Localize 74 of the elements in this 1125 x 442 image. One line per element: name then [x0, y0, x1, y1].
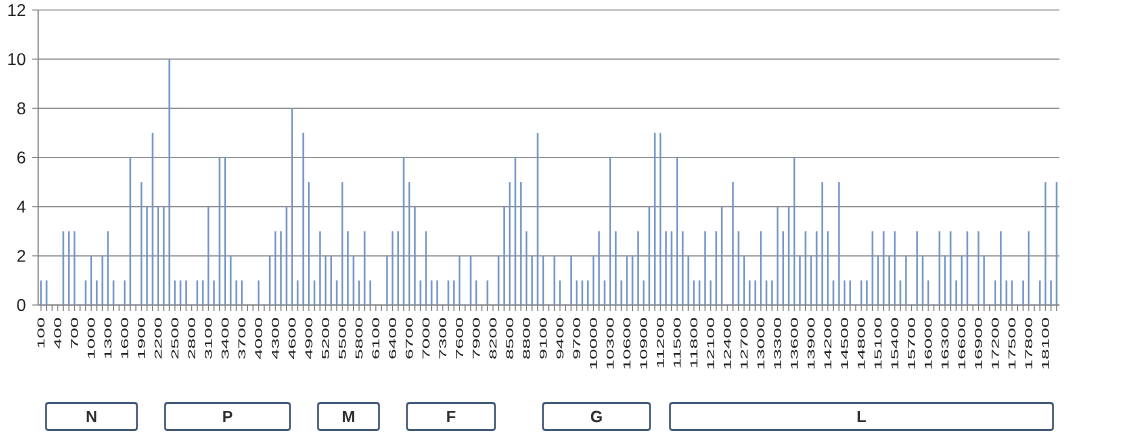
x-tick-label: 1000: [87, 317, 95, 359]
x-tick-label: 7000: [422, 317, 430, 359]
y-tick-label: 4: [16, 200, 26, 213]
text: P: [223, 410, 233, 422]
x-tick-label: 3400: [221, 317, 229, 359]
x-tick-label: 8800: [522, 317, 531, 359]
x-tick-label: 2500: [171, 317, 179, 359]
x-tick-label: 17500: [1008, 317, 1016, 369]
x-tick-label: 12100: [707, 317, 715, 369]
y-tick-label: 10: [8, 53, 26, 66]
y-tick-label: 2: [17, 249, 26, 262]
x-tick-label: 8200: [489, 317, 497, 359]
x-tick-label: 7300: [439, 317, 447, 359]
x-tick-label: 3700: [238, 317, 246, 359]
x-tick-label: 17800: [1025, 317, 1033, 369]
x-tick-label: 9400: [556, 317, 564, 359]
x-tick-label: 16600: [958, 317, 966, 369]
x-tick-label: 13600: [790, 317, 798, 369]
x-tick-label: 14800: [857, 317, 865, 369]
x-tick-label: 10900: [640, 317, 648, 369]
x-tick-label: 12400: [723, 317, 731, 369]
x-tick-label: 16000: [924, 317, 932, 369]
x-tick-label: 15700: [907, 317, 916, 369]
x-tick-label: 7900: [472, 317, 480, 359]
x-tick-label: 17200: [991, 317, 999, 369]
x-tick-label: 10300: [606, 317, 614, 369]
x-tick-label: 5500: [338, 317, 346, 359]
text: F: [447, 410, 456, 422]
x-tick-label: 4900: [305, 317, 313, 360]
x-tick-label: 700: [70, 317, 79, 348]
text: N: [86, 410, 97, 422]
x-tick-label: 12700: [740, 317, 748, 369]
x-tick-label: 13300: [774, 317, 782, 369]
y-tick-label: 12: [8, 4, 26, 16]
x-tick-label: 2800: [188, 317, 196, 359]
x-tick-label: 11800: [690, 317, 698, 368]
x-tick-label: 6700: [405, 317, 413, 359]
x-tick-label: 1600: [121, 317, 129, 359]
x-tick-label: 4300: [271, 317, 279, 360]
x-tick-label: 4000: [255, 317, 263, 360]
x-tick-label: 14500: [841, 317, 849, 369]
x-tick-label: 2200: [154, 317, 162, 359]
x-tick-label: 10000: [589, 317, 597, 369]
x-tick-label: 16900: [974, 317, 983, 369]
x-tick-label: 400: [54, 317, 62, 349]
x-tick-label: 1300: [104, 317, 112, 359]
x-tick-label: 5800: [355, 317, 363, 359]
x-tick-label: 4600: [288, 317, 296, 360]
text: L: [857, 410, 866, 422]
x-tick-label: 15100: [874, 317, 882, 369]
x-tick-label: 11500: [673, 317, 681, 368]
y-tick-label: 8: [17, 102, 26, 115]
x-tick-label: 11200: [656, 317, 664, 368]
x-tick-label: 6400: [389, 317, 397, 359]
x-tick-label: 7600: [455, 317, 464, 359]
x-tick-label: 10600: [623, 317, 631, 369]
text: M: [342, 410, 355, 422]
x-tick-label: 18100: [1041, 317, 1049, 369]
x-tick-label: 3100: [204, 317, 212, 359]
x-tick-label: 5200: [322, 317, 330, 359]
x-tick-label: 13000: [757, 317, 765, 369]
y-tick-label: 6: [17, 151, 26, 164]
text: G: [590, 410, 602, 423]
y-tick-label: 0: [17, 298, 26, 312]
x-tick-label: 9700: [573, 317, 581, 359]
x-tick-label: 1900: [137, 317, 145, 359]
x-tick-label: 16300: [941, 317, 949, 369]
x-tick-label: 15400: [891, 317, 899, 369]
x-tick-label: 100: [37, 317, 45, 348]
x-tick-label: 6100: [372, 317, 380, 359]
x-tick-label: 8500: [506, 317, 514, 359]
x-tick-label: 14200: [824, 317, 832, 369]
x-tick-label: 13900: [807, 317, 815, 369]
x-tick-label: 9100: [539, 317, 547, 359]
